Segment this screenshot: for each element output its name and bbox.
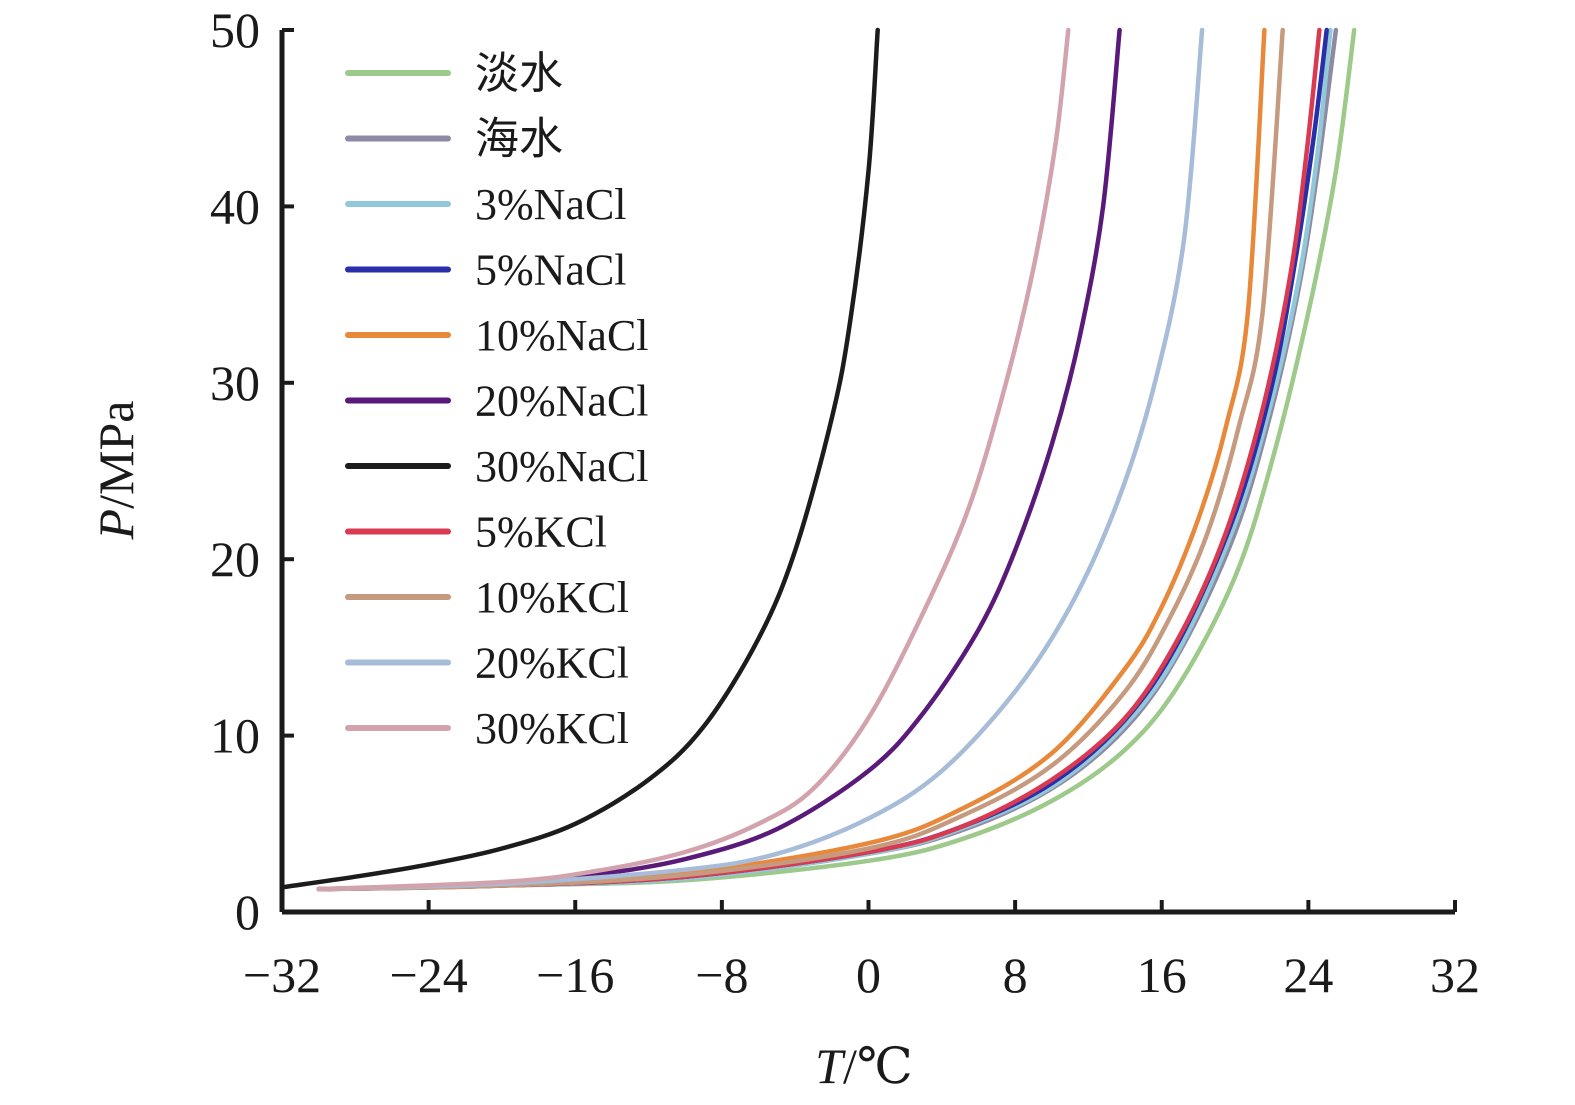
legend-item: 10%KCl [345, 573, 629, 622]
series-line-8 [316, 27, 1285, 892]
ticks: −32 −24 −16 −8 0 8 16 24 32 0 10 20 30 40 50 [210, 2, 1480, 1003]
legend-item: 淡水 [345, 49, 563, 98]
y-tick-label: 20 [210, 531, 260, 587]
x-tick-label: −24 [390, 947, 468, 1003]
series-line-10 [316, 27, 1071, 892]
series-line-9 [316, 27, 1205, 892]
series-line-7 [316, 27, 1322, 892]
x-tick-label: 24 [1283, 947, 1333, 1003]
x-tick-label: 0 [856, 947, 881, 1003]
legend-label: 30%NaCl [475, 442, 649, 491]
series-line-5 [316, 27, 1122, 892]
x-axis-variable: T [815, 1038, 846, 1094]
x-tick-label: 32 [1430, 947, 1480, 1003]
x-axis-label: T/℃ [815, 1038, 913, 1094]
legend-label: 20%KCl [475, 639, 629, 688]
series-line-2 [316, 27, 1333, 892]
x-tick-label: −32 [243, 947, 321, 1003]
legend-label: 10%NaCl [475, 311, 649, 360]
x-tick-label: −16 [536, 947, 614, 1003]
y-tick-label: 30 [210, 355, 260, 411]
y-axis-variable: P [88, 509, 144, 541]
y-tick-label: 50 [210, 2, 260, 58]
legend-item: 3%NaCl [345, 180, 627, 229]
x-tick-label: 8 [1003, 947, 1028, 1003]
series-line-1 [316, 27, 1339, 892]
legend-label: 5%KCl [475, 508, 607, 557]
legend-item: 5%KCl [345, 508, 607, 557]
legend-item: 10%NaCl [345, 311, 649, 360]
legend-label: 海水 [475, 115, 563, 164]
x-tick-label: 16 [1137, 947, 1187, 1003]
y-axis-label: P/MPa [88, 401, 144, 541]
legend-item: 30%KCl [345, 704, 629, 753]
x-axis-unit: /℃ [843, 1038, 913, 1094]
legend-label: 30%KCl [475, 704, 629, 753]
y-tick-label: 40 [210, 178, 260, 234]
legend-item: 30%NaCl [345, 442, 649, 491]
y-tick-label: 10 [210, 708, 260, 764]
legend-item: 20%KCl [345, 639, 629, 688]
x-tick-label: −8 [695, 947, 748, 1003]
y-tick-label: 0 [235, 884, 260, 940]
legend-item: 5%NaCl [345, 246, 627, 295]
series-line-6 [279, 27, 880, 890]
legend-label: 10%KCl [475, 573, 629, 622]
y-axis-unit: /MPa [88, 401, 144, 509]
legend-label: 20%NaCl [475, 377, 649, 426]
legend-item: 海水 [345, 115, 563, 164]
legend-label: 淡水 [475, 49, 563, 98]
legend-item: 20%NaCl [345, 377, 649, 426]
series-layer [279, 27, 1357, 892]
legend-label: 3%NaCl [475, 180, 627, 229]
series-line-4 [316, 27, 1267, 892]
legend-label: 5%NaCl [475, 246, 627, 295]
